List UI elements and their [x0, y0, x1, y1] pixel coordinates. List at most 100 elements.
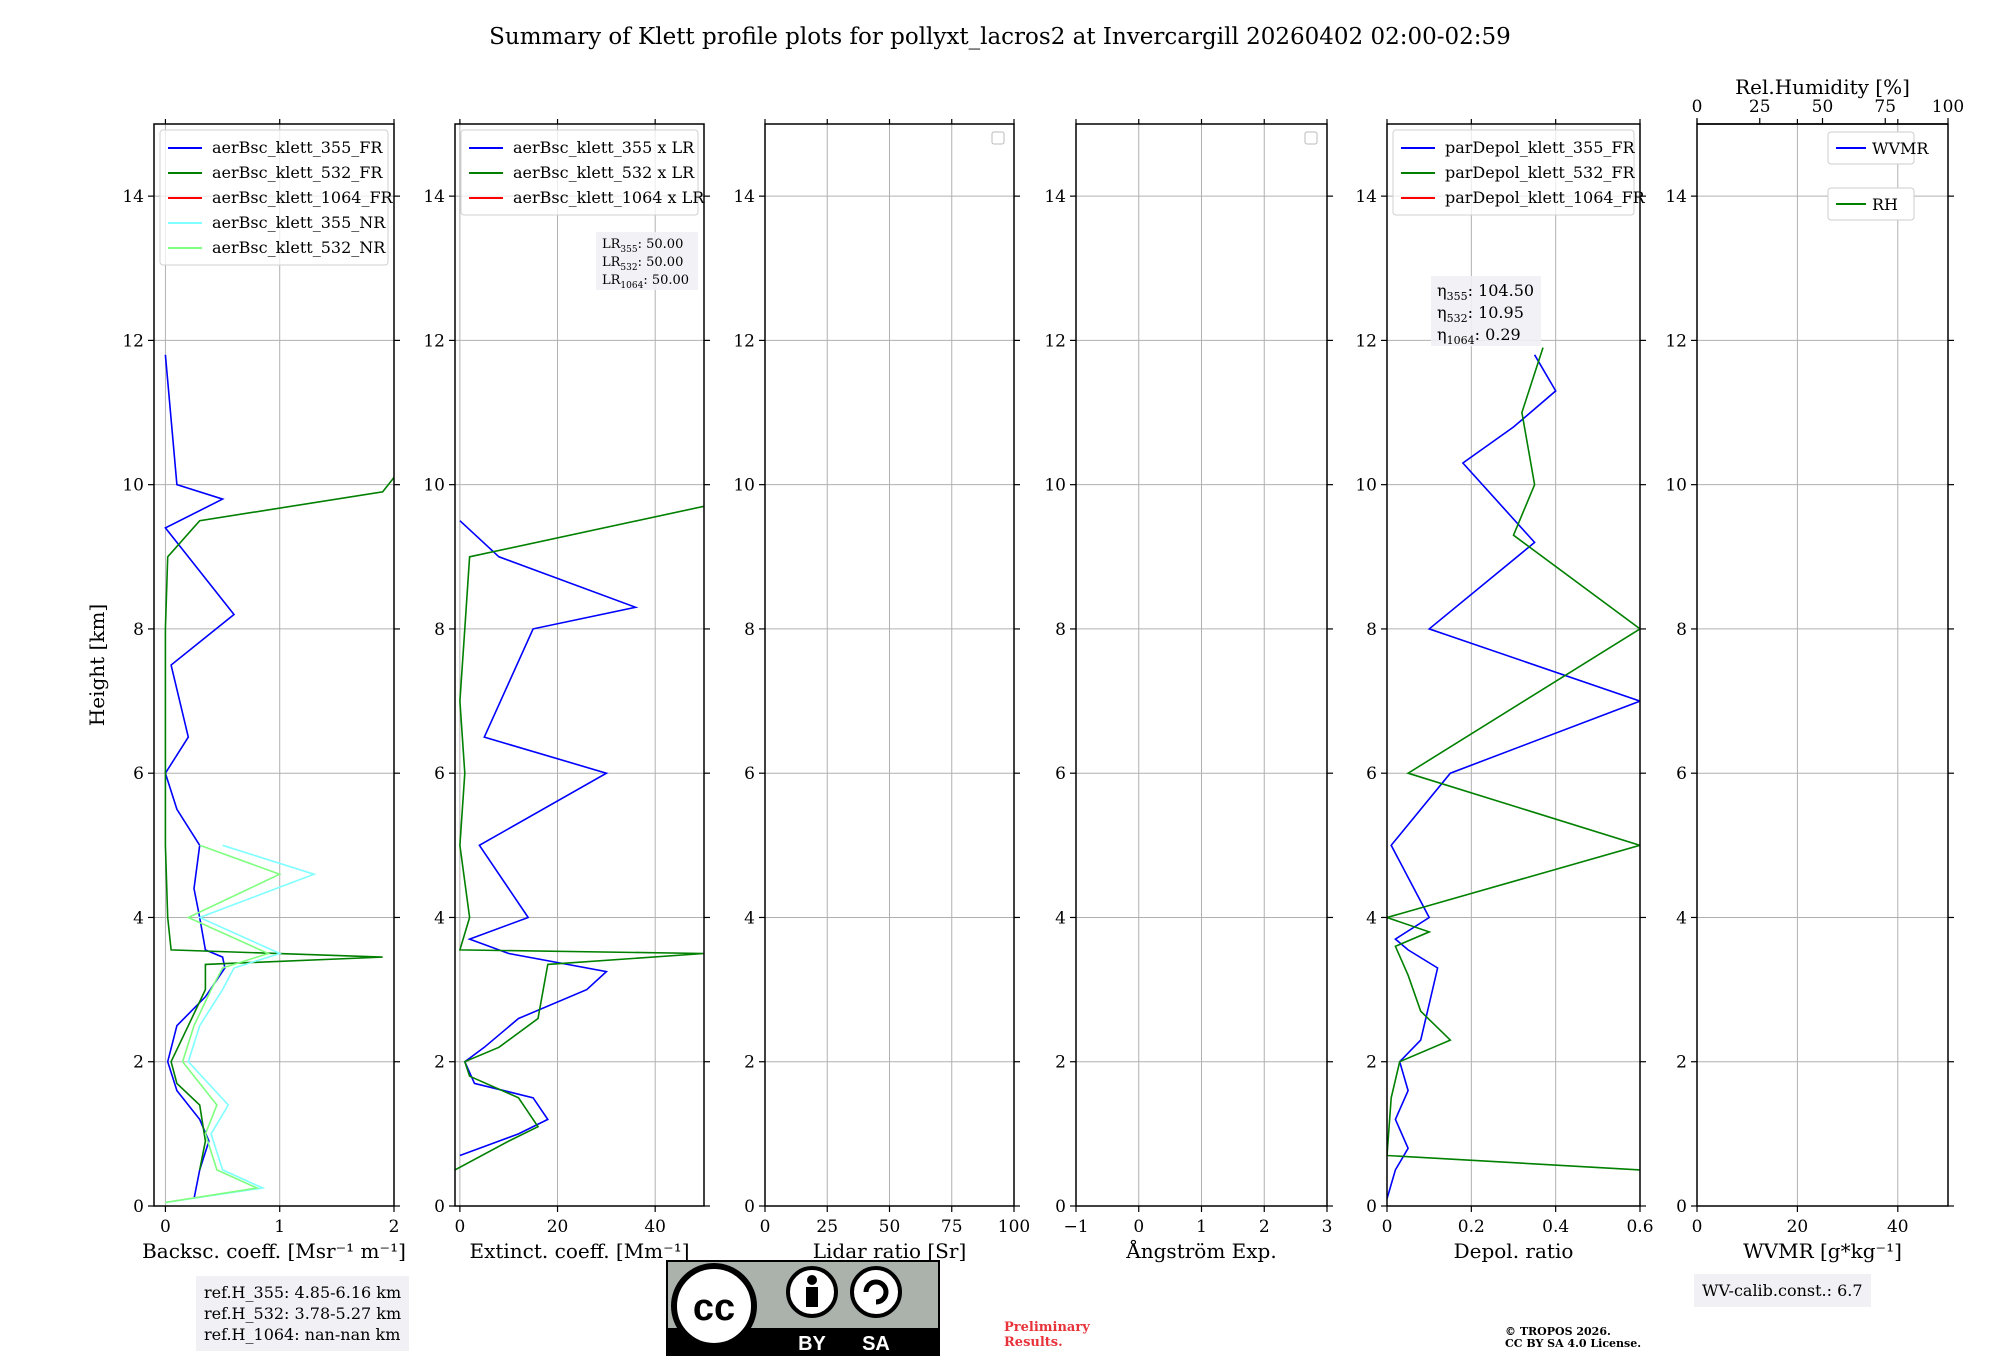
x-tick-label: 0.6: [1626, 1217, 1653, 1237]
y-tick-label: 10: [1355, 476, 1377, 496]
series-line-parDepol_klett_355_FR: [1387, 354, 1640, 1200]
ref-height-1064: ref.H_1064: nan-nan km: [204, 1325, 401, 1344]
x-axis-label: Extinct. coeff. [Mm⁻¹]: [469, 1239, 689, 1263]
panel-extinction: 0 20 40 0 2 4 6 8 10 12 14 Extinct. coeff. [Mm⁻¹] ae…: [423, 119, 710, 1263]
lidar-ratio-value: LR355: 50.00: [602, 237, 683, 255]
x-tick-label: 40: [1887, 1217, 1909, 1237]
eta-box: [1431, 276, 1541, 346]
y-tick-label: 10: [1665, 476, 1687, 496]
x-tick-label: 50: [879, 1217, 901, 1237]
legend-label-wvmr: WVMR: [1872, 139, 1929, 158]
lidar-ratio-value: LR532: 50.00: [602, 255, 683, 273]
plot-frame: [1386, 123, 1641, 1207]
x-axis-label: Backsc. coeff. [Msr⁻¹ m⁻¹]: [142, 1239, 406, 1263]
x-tick-label: 1: [274, 1217, 285, 1237]
legend-label: parDepol_klett_355_FR: [1445, 138, 1636, 157]
top-x-tick-label: 25: [1749, 97, 1771, 117]
y-tick-label: 8: [434, 620, 445, 640]
y-tick-label: 6: [744, 764, 755, 784]
y-tick-label: 14: [1665, 187, 1687, 207]
eta-value: η355: 104.50: [1437, 281, 1534, 303]
series-line-aerBsc_klett_532_FR: [164, 477, 394, 1171]
legend-label: aerBsc_klett_532_FR: [212, 163, 383, 182]
x-tick-label: 0: [1133, 1217, 1144, 1237]
y-tick-label: 14: [1355, 187, 1377, 207]
legend-box: [159, 129, 389, 266]
y-tick-label: 2: [1676, 1053, 1687, 1073]
legend-box: [1392, 129, 1635, 216]
panel-water_vapor: 0 20 40 0 2 4 6 8 10 12 14 WVMR [g*kg⁻¹] 0 25 50 75 100 R…: [1665, 75, 1964, 1263]
y-tick-label: 2: [744, 1053, 755, 1073]
y-tick-label: 0: [434, 1197, 445, 1217]
sa-icon: [850, 1266, 902, 1318]
by-label: BY: [798, 1333, 826, 1355]
legend-label: aerBsc_klett_1064_FR: [212, 188, 394, 207]
y-tick-label: 12: [1665, 331, 1687, 351]
y-tick-label: 12: [1355, 331, 1377, 351]
legend-label: aerBsc_klett_355 x LR: [513, 138, 695, 157]
copyright-note: © TROPOS 2026. CC BY SA 4.0 License.: [1505, 1326, 1641, 1350]
x-axis-label: Depol. ratio: [1454, 1239, 1574, 1263]
y-tick-label: 8: [1366, 620, 1377, 640]
cc-text: cc: [693, 1287, 735, 1329]
x-axis-label: Lidar ratio [Sr]: [813, 1239, 967, 1263]
y-tick-label: 8: [133, 620, 144, 640]
series-group: [1387, 347, 1640, 1200]
series-line-aerBsc_klett_355_FR: [164, 354, 236, 1199]
y-tick-label: 12: [122, 331, 144, 351]
y-tick-label: 0: [133, 1197, 144, 1217]
y-tick-label: 14: [423, 187, 445, 207]
sa-label: SA: [862, 1333, 890, 1355]
preliminary-note: Preliminary Results.: [1004, 1320, 1090, 1350]
plot-frame: [153, 123, 395, 1207]
y-tick-label: 4: [133, 908, 144, 928]
y-tick-label: 8: [1055, 620, 1066, 640]
y-tick-label: 14: [733, 187, 755, 207]
x-tick-label: 0: [454, 1217, 465, 1237]
plot-frame: [454, 123, 705, 1207]
series-line-parDepol_klett_532_FR: [1387, 347, 1640, 1171]
top-x-tick-label: 75: [1874, 97, 1896, 117]
x-tick-label: 0.4: [1542, 1217, 1569, 1237]
legend-label-rh: RH: [1872, 195, 1898, 214]
legend-label: aerBsc_klett_532 x LR: [513, 163, 695, 182]
eta-value: η1064: 0.29: [1437, 325, 1521, 347]
y-tick-label: 10: [122, 476, 144, 496]
prelim-line-2: Results.: [1004, 1335, 1063, 1350]
legend-label: aerBsc_klett_532_NR: [212, 238, 386, 257]
legend-box: [1827, 131, 1915, 165]
legend-box: [460, 129, 699, 216]
series-line-aerBsc_klett_532 x LR: [455, 505, 704, 1171]
y-tick-label: 2: [1055, 1053, 1066, 1073]
ref-height-355: ref.H_355: 4.85-6.16 km: [204, 1283, 402, 1302]
x-axis-label: Ångström Exp.: [1125, 1238, 1276, 1263]
y-tick-label: 12: [423, 331, 445, 351]
legend-label: aerBsc_klett_1064 x LR: [513, 188, 705, 207]
y-tick-label: 8: [744, 620, 755, 640]
ref-height-532: ref.H_532: 3.78-5.27 km: [204, 1304, 402, 1323]
y-tick-label: 10: [423, 476, 445, 496]
prelim-line-1: Preliminary: [1004, 1320, 1090, 1335]
x-tick-label: 0.2: [1458, 1217, 1485, 1237]
x-tick-label: 20: [547, 1217, 569, 1237]
x-tick-label: 0: [1692, 1217, 1703, 1237]
series-group: [455, 505, 704, 1171]
y-tick-label: 0: [1676, 1197, 1687, 1217]
y-tick-label: 0: [1055, 1197, 1066, 1217]
legend-label: aerBsc_klett_355_NR: [212, 213, 386, 232]
by-icon-body: [806, 1287, 818, 1307]
wv-calib-box: WV-calib.const.: 6.7: [1694, 1274, 1871, 1307]
x-tick-label: 2: [389, 1217, 400, 1237]
y-tick-label: 4: [744, 908, 755, 928]
x-tick-label: 100: [998, 1217, 1030, 1237]
y-tick-label: 0: [1366, 1197, 1377, 1217]
x-tick-label: 40: [644, 1217, 666, 1237]
figure-title: Summary of Klett profile plots for polly…: [489, 24, 1511, 50]
by-icon-head: [807, 1275, 817, 1285]
y-tick-label: 4: [434, 908, 445, 928]
y-tick-label: 6: [133, 764, 144, 784]
top-x-tick-label: 0: [1692, 97, 1703, 117]
